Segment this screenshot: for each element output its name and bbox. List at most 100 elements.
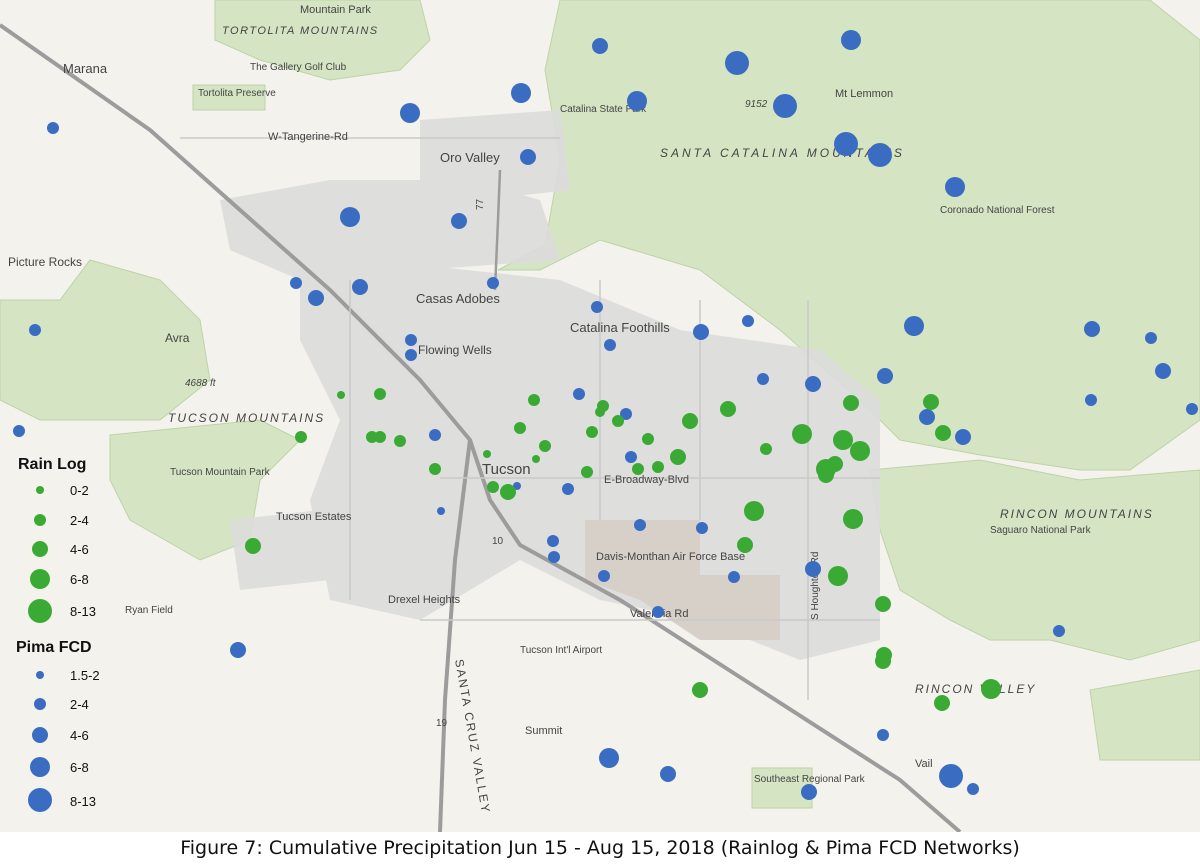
- figure-caption: Figure 7: Cumulative Precipitation Jun 1…: [180, 837, 1020, 859]
- legend-rainlog-symbol: [32, 541, 48, 557]
- fcd-station: [599, 748, 619, 768]
- fcd-station: [919, 409, 935, 425]
- rainlog-station: [981, 679, 1001, 699]
- label-i19: 19: [436, 718, 448, 729]
- label-davis-monthan: Davis-Monthan Air Force Base: [596, 551, 745, 563]
- fcd-station: [487, 277, 499, 289]
- fcd-station: [620, 408, 632, 420]
- label-gallery-golf: The Gallery Golf Club: [250, 62, 347, 73]
- legend-rainlog-symbol: [30, 569, 50, 589]
- fcd-station: [290, 277, 302, 289]
- fcd-station: [877, 729, 889, 741]
- fcd-station: [513, 482, 521, 490]
- fcd-station: [877, 368, 893, 384]
- fcd-station: [405, 334, 417, 346]
- west-green-area: [0, 259, 211, 421]
- label-picture-rocks: Picture Rocks: [8, 255, 82, 269]
- label-rincon-mountains: RINCON MOUNTAINS: [1000, 507, 1154, 521]
- rainlog-station: [528, 394, 540, 406]
- legend-pima-fcd-row: 1.5-2: [6, 662, 116, 690]
- rainlog-station: [500, 484, 516, 500]
- label-summit: Summit: [525, 725, 562, 737]
- rainlog-station: [923, 394, 939, 410]
- label-catalina-state-park: Catalina State Park: [560, 104, 647, 115]
- fcd-station: [548, 551, 560, 563]
- coronado-forest-area: [497, 0, 1200, 471]
- legend-pima-fcd-title: Pima FCD: [16, 639, 92, 656]
- label-tucson-mountains: TUCSON MOUNTAINS: [168, 411, 325, 425]
- label-mt-lemmon: Mt Lemmon: [835, 88, 893, 100]
- rainlog-station: [744, 501, 764, 521]
- rainlog-station: [843, 509, 863, 529]
- rainlog-stations: [245, 388, 1001, 711]
- fcd-station: [757, 373, 769, 385]
- legend-pima-fcd-label: 2-4: [70, 697, 89, 712]
- rainlog-station: [670, 449, 686, 465]
- fcd-station: [520, 149, 536, 165]
- fcd-station: [230, 642, 246, 658]
- tortolita-preserve-area: [192, 84, 266, 111]
- pima-fcd-stations: [13, 30, 1198, 800]
- urban-core: [300, 265, 880, 660]
- urban-areas: [220, 110, 880, 660]
- rainlog-station: [586, 426, 598, 438]
- legend-pima-fcd-row: 8-13: [6, 784, 116, 818]
- far-se-area: [1089, 669, 1200, 761]
- label-broadway: E-Broadway-Blvd: [604, 474, 689, 486]
- fcd-station: [1186, 403, 1198, 415]
- legend-pima-fcd-label: 8-13: [70, 794, 97, 809]
- legend-rainlog-label: 2-4: [70, 513, 89, 528]
- rainlog-station: [632, 463, 644, 475]
- fcd-station: [945, 177, 965, 197]
- label-marana: Marana: [63, 61, 108, 76]
- fcd-station: [592, 38, 608, 54]
- rainlog-station: [652, 461, 664, 473]
- rainlog-station: [875, 596, 891, 612]
- urban-north: [220, 180, 560, 280]
- i10-highway: [0, 23, 962, 832]
- fcd-station: [429, 429, 441, 441]
- fcd-station: [562, 483, 574, 495]
- fcd-station: [29, 324, 41, 336]
- legend-pima-fcd-symbol: [36, 671, 44, 679]
- fcd-station: [451, 213, 467, 229]
- rainlog-station: [934, 695, 950, 711]
- rainlog-station: [539, 440, 551, 452]
- label-flowing-wells: Flowing Wells: [418, 343, 492, 357]
- fcd-station: [598, 570, 610, 582]
- fcd-station: [13, 425, 25, 437]
- legend-rainlog-title: Rain Log: [18, 456, 87, 473]
- legend-pima-fcd-symbol: [30, 757, 50, 777]
- rainlog-station: [612, 415, 624, 427]
- legend-pima-fcd-symbol: [32, 727, 48, 743]
- rainlog-station: [514, 422, 526, 434]
- label-houghton: S Houghton Rd: [810, 552, 821, 620]
- label-saguaro: Saguaro National Park: [990, 525, 1092, 536]
- rainlog-station: [483, 450, 491, 458]
- fcd-station: [547, 535, 559, 547]
- legend-rainlog-label: 6-8: [70, 572, 89, 587]
- fcd-station: [1155, 363, 1171, 379]
- label-4688: 4688 ft: [185, 378, 217, 389]
- rainlog-station: [760, 443, 772, 455]
- legend-pima-fcd-row: 4-6: [6, 720, 116, 752]
- fcd-station: [1085, 394, 1097, 406]
- legend-rainlog-label: 8-13: [70, 604, 97, 619]
- label-tortolita-preserve: Tortolita Preserve: [198, 88, 276, 99]
- label-coronado: Coronado National Forest: [940, 205, 1055, 216]
- fcd-station: [652, 606, 664, 618]
- fcd-station: [400, 103, 420, 123]
- label-oro-valley: Oro Valley: [440, 150, 500, 165]
- forest-areas: [0, 0, 1200, 809]
- legend-rainlog-symbol: [34, 514, 46, 526]
- legend-pima-fcd-row: 6-8: [6, 752, 116, 784]
- legend-rainlog-label: 4-6: [70, 542, 89, 557]
- fcd-station: [660, 766, 676, 782]
- davis-monthan-area: [585, 520, 780, 640]
- legend-pima-fcd-label: 6-8: [70, 760, 89, 775]
- fcd-station: [693, 324, 709, 340]
- precipitation-map: Mountain Park TORTOLITA MOUNTAINS Marana…: [0, 0, 1200, 832]
- rainlog-station: [682, 413, 698, 429]
- fcd-station: [1084, 321, 1100, 337]
- legend-rainlog: Rain Log 0-2 2-4 4-6 6-8 8-13: [6, 452, 116, 627]
